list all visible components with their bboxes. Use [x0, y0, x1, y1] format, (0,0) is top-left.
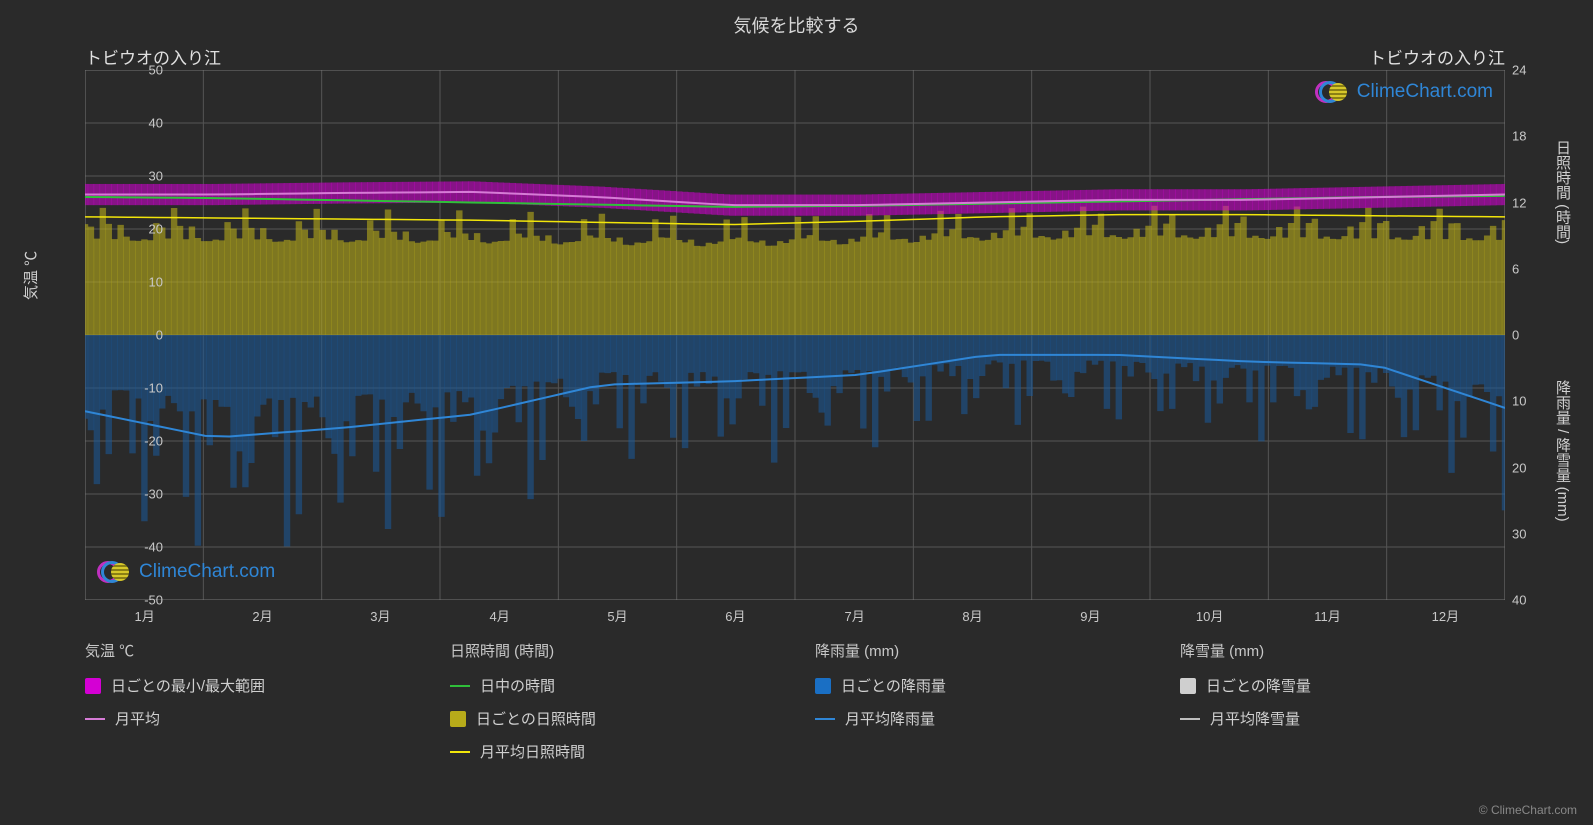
- x-tick: 7月: [845, 606, 865, 625]
- legend-label: 月平均降雨量: [845, 708, 935, 729]
- y-right-top-tick: 0: [1512, 328, 1519, 343]
- y-left-tick: -20: [113, 434, 163, 449]
- legend-label: 月平均: [115, 708, 160, 729]
- x-tick: 2月: [252, 606, 272, 625]
- x-tick: 12月: [1432, 606, 1459, 625]
- y-left-tick: -10: [113, 381, 163, 396]
- y-left-tick: -30: [113, 487, 163, 502]
- y-left-tick: 0: [113, 328, 163, 343]
- legend-swatch-line-icon: [85, 718, 105, 720]
- x-tick: 11月: [1314, 606, 1341, 625]
- legend-label: 月平均日照時間: [480, 741, 585, 762]
- y-left-tick: 30: [113, 169, 163, 184]
- legend-swatch-line-icon: [1180, 718, 1200, 720]
- y-axis-left-label: 気温 ℃: [20, 251, 41, 300]
- legend-header: 日照時間 (時間): [450, 640, 775, 661]
- legend-item: 日ごとの降雨量: [815, 675, 1140, 696]
- y-left-tick: 40: [113, 116, 163, 131]
- legend-swatch-box-icon: [85, 678, 101, 694]
- y-right-top-tick: 24: [1512, 63, 1526, 78]
- y-axis-right-top-label: 日照時間 (時間): [1552, 140, 1573, 244]
- location-label-right: トビウオの入り江: [1369, 44, 1505, 69]
- y-left-tick: 10: [113, 275, 163, 290]
- legend-swatch-box-icon: [1180, 678, 1196, 694]
- legend-label: 日中の時間: [480, 675, 555, 696]
- legend-label: 日ごとの日照時間: [476, 708, 596, 729]
- legend-swatch-box-icon: [450, 711, 466, 727]
- legend-swatch-box-icon: [815, 678, 831, 694]
- legend-swatch-line-icon: [450, 685, 470, 687]
- y-left-tick: -40: [113, 540, 163, 555]
- legend-item: 月平均降雨量: [815, 708, 1140, 729]
- legend-label: 月平均降雪量: [1210, 708, 1300, 729]
- x-tick: 9月: [1080, 606, 1100, 625]
- legend-swatch-line-icon: [815, 718, 835, 720]
- y-right-bottom-tick: 40: [1512, 593, 1526, 608]
- y-right-top-tick: 18: [1512, 129, 1526, 144]
- plot-area: ClimeChart.com ClimeChart.com: [85, 70, 1505, 600]
- y-right-bottom-tick: 30: [1512, 526, 1526, 541]
- y-left-tick: 50: [113, 63, 163, 78]
- x-tick: 8月: [962, 606, 982, 625]
- y-right-bottom-tick: 20: [1512, 460, 1526, 475]
- legend-item: 日中の時間: [450, 675, 775, 696]
- legend: 気温 ℃ 日ごとの最小/最大範囲月平均 日照時間 (時間) 日中の時間日ごとの日照時間…: [85, 640, 1505, 774]
- legend-column: 降雨量 (mm) 日ごとの降雨量月平均降雨量: [815, 640, 1140, 774]
- legend-item: 月平均: [85, 708, 410, 729]
- x-tick: 4月: [490, 606, 510, 625]
- legend-label: 日ごとの降雪量: [1206, 675, 1311, 696]
- legend-header: 降雨量 (mm): [815, 640, 1140, 661]
- x-tick: 3月: [370, 606, 390, 625]
- y-left-tick: 20: [113, 222, 163, 237]
- legend-label: 日ごとの降雨量: [841, 675, 946, 696]
- x-tick: 10月: [1196, 606, 1223, 625]
- x-tick: 1月: [135, 606, 155, 625]
- legend-item: 月平均日照時間: [450, 741, 775, 762]
- chart-svg: [85, 70, 1505, 600]
- y-right-top-tick: 12: [1512, 195, 1526, 210]
- legend-column: 降雪量 (mm) 日ごとの降雪量月平均降雪量: [1180, 640, 1505, 774]
- legend-column: 日照時間 (時間) 日中の時間日ごとの日照時間月平均日照時間: [450, 640, 775, 774]
- y-axis-right-bottom-label: 降雨量 / 降雪量 (mm): [1552, 380, 1573, 522]
- legend-item: 月平均降雪量: [1180, 708, 1505, 729]
- y-right-bottom-tick: 10: [1512, 394, 1526, 409]
- legend-header: 降雪量 (mm): [1180, 640, 1505, 661]
- legend-header: 気温 ℃: [85, 640, 410, 661]
- chart-title: 気候を比較する: [0, 0, 1593, 38]
- x-tick: 6月: [725, 606, 745, 625]
- copyright-label: © ClimeChart.com: [1479, 803, 1577, 817]
- legend-column: 気温 ℃ 日ごとの最小/最大範囲月平均: [85, 640, 410, 774]
- legend-item: 日ごとの降雪量: [1180, 675, 1505, 696]
- legend-item: 日ごとの最小/最大範囲: [85, 675, 410, 696]
- legend-item: 日ごとの日照時間: [450, 708, 775, 729]
- legend-swatch-line-icon: [450, 751, 470, 753]
- legend-label: 日ごとの最小/最大範囲: [111, 675, 265, 696]
- x-tick: 5月: [607, 606, 627, 625]
- y-right-top-tick: 6: [1512, 261, 1519, 276]
